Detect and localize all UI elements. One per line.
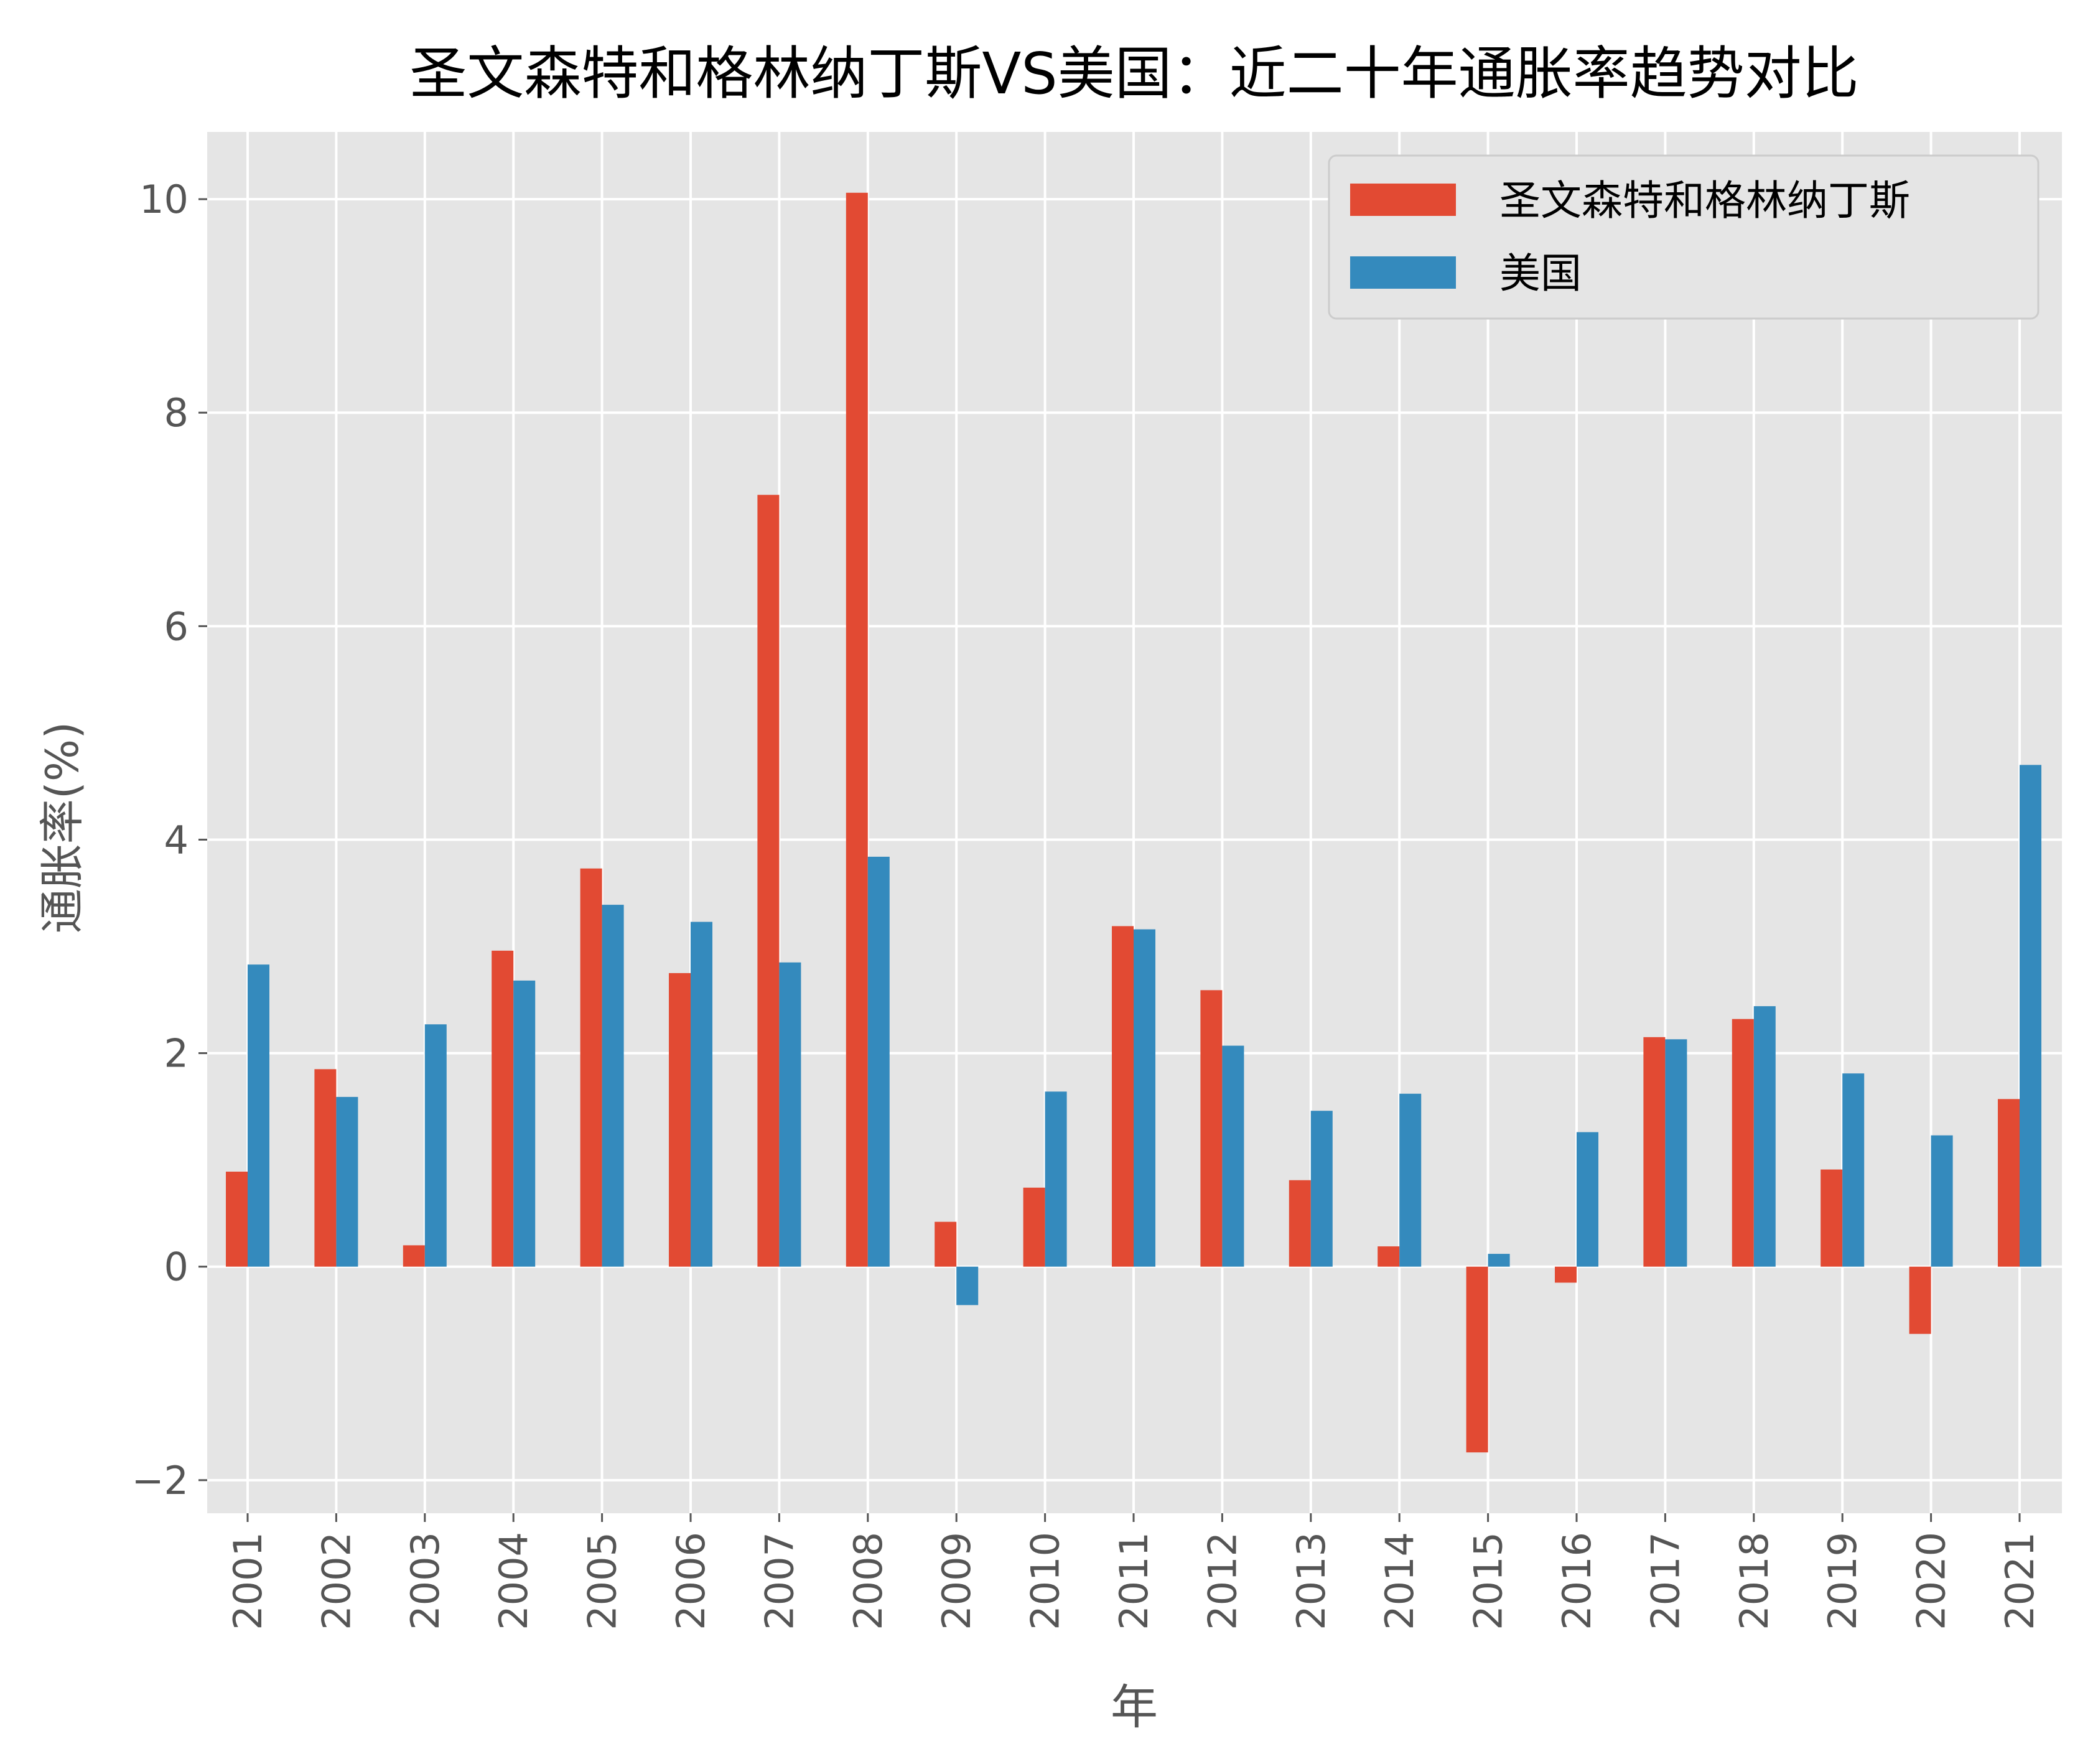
y-tick-label: 6 [164,604,189,649]
bar-svg-2012 [1200,990,1223,1267]
bar-svg-2003 [403,1245,425,1267]
bar-usa-2021 [2020,765,2041,1267]
x-tick-label: 2011 [1111,1532,1157,1630]
bar-usa-2017 [1665,1039,1687,1267]
x-tick-label: 2002 [314,1532,359,1630]
chart-title: 圣文森特和格林纳丁斯VS美国：近二十年通胀率趋势对比 [409,40,1858,107]
bar-svg-2005 [580,868,602,1267]
bar-usa-2008 [867,856,890,1267]
bar-usa-2010 [1045,1091,1067,1267]
bar-svg-2011 [1112,926,1134,1267]
x-tick-label: 2020 [1909,1532,1954,1630]
bar-usa-2006 [691,922,712,1267]
x-tick-label: 2007 [757,1532,802,1630]
x-tick-label: 2005 [580,1532,625,1630]
bar-svg-2021 [1998,1099,2020,1267]
x-tick-label: 2012 [1200,1532,1245,1630]
y-tick-label: 0 [164,1244,189,1290]
x-tick-label: 2001 [225,1532,271,1630]
bar-svg-2013 [1289,1180,1311,1267]
y-tick-label: 2 [164,1031,189,1076]
x-tick-label: 2016 [1554,1532,1600,1630]
bar-usa-2011 [1134,929,1155,1267]
bar-usa-2003 [424,1024,447,1267]
bar-svg-2017 [1643,1037,1666,1267]
x-tick-label: 2003 [403,1532,448,1630]
bar-usa-2001 [248,964,269,1267]
bars [226,192,2041,1453]
x-tick-label: 2021 [1997,1532,2043,1630]
legend-box [1328,154,2040,320]
legend: 圣文森特和格林纳丁斯 美国 [1328,154,2040,320]
bar-svg-2001 [226,1172,248,1267]
legend-label-usa: 美国 [1499,250,1582,297]
bar-svg-2007 [757,495,780,1267]
bar-usa-2015 [1488,1254,1510,1267]
bar-svg-2016 [1555,1266,1577,1283]
legend-label-svg: 圣文森特和格林纳丁斯 [1499,177,1910,225]
bar-usa-2018 [1753,1006,1776,1267]
x-tick-label: 2004 [491,1532,536,1630]
bar-svg-2010 [1023,1187,1045,1267]
bar-svg-2008 [846,192,868,1267]
y-tick-label: 8 [164,390,189,436]
bar-usa-2013 [1310,1111,1333,1267]
bar-svg-2009 [935,1221,957,1267]
x-tick-labels: 2001 2002 2003 2004 2005 2006 2007 2008 2009 2010… [225,1513,2043,1630]
bar-usa-2009 [956,1266,979,1305]
y-tick-labels: −2 0 2 4 6 8 10 [132,177,207,1503]
bar-svg-2014 [1378,1246,1400,1267]
bar-usa-2020 [1931,1135,1953,1267]
bar-svg-2002 [314,1069,337,1267]
x-tick-label: 2009 [934,1532,979,1630]
bar-svg-2020 [1909,1266,1931,1334]
bar-usa-2014 [1399,1093,1422,1267]
bar-svg-2004 [492,950,514,1267]
x-tick-label: 2014 [1377,1532,1422,1630]
bar-svg-2015 [1466,1266,1488,1453]
y-tick-label: 10 [139,177,189,222]
bar-usa-2016 [1577,1132,1598,1267]
x-tick-label: 2019 [1820,1532,1865,1630]
bar-usa-2002 [336,1096,358,1267]
x-tick-label: 2010 [1023,1532,1068,1630]
bar-usa-2005 [602,905,624,1267]
bar-usa-2007 [779,962,801,1267]
bar-svg-2006 [669,973,691,1267]
bar-svg-2018 [1732,1019,1754,1267]
bar-usa-2019 [1842,1073,1865,1267]
x-tick-label: 2017 [1643,1532,1688,1630]
x-axis-label: 年 [1111,1679,1158,1735]
y-tick-label: 4 [164,817,189,862]
x-tick-label: 2018 [1732,1532,1777,1630]
x-tick-label: 2006 [668,1532,714,1630]
bar-usa-2004 [513,980,536,1267]
x-tick-label: 2008 [846,1532,891,1630]
x-tick-label: 2013 [1289,1532,1334,1630]
x-tick-label: 2015 [1466,1532,1511,1630]
legend-swatch-svg [1350,184,1456,216]
y-tick-label: −2 [132,1458,189,1503]
bar-usa-2012 [1222,1045,1244,1267]
y-axis-label: 通胀率(%) [36,722,88,934]
legend-swatch-usa [1350,256,1456,289]
bar-svg-2019 [1821,1169,1843,1267]
